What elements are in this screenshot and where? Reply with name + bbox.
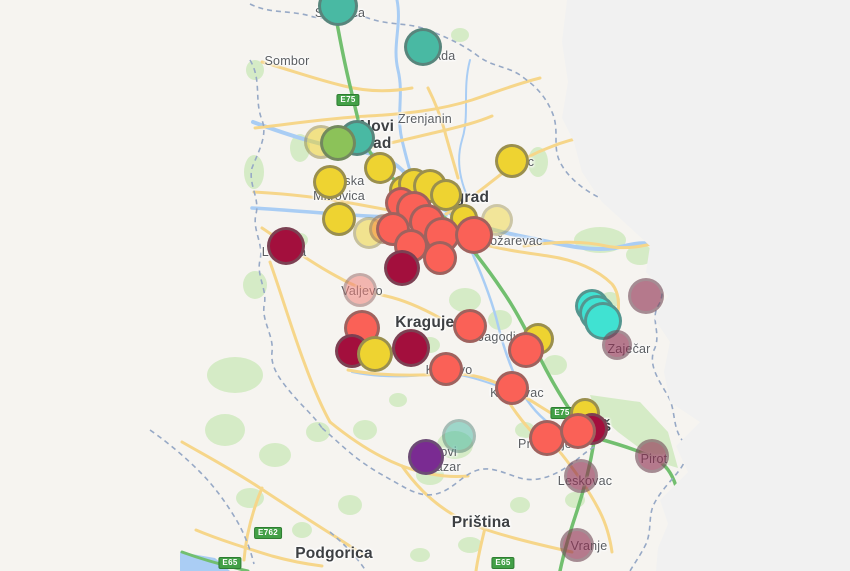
map-marker-teal[interactable]	[442, 419, 476, 453]
map-marker-maroon[interactable]	[560, 528, 594, 562]
map-marker-red[interactable]	[529, 420, 565, 456]
road-badge-e65: E65	[491, 557, 515, 569]
road-badge-e65: E65	[218, 557, 242, 569]
map-marker-pink[interactable]	[343, 273, 377, 307]
road-badge-e75: E75	[336, 94, 360, 106]
map-marker-crimson[interactable]	[392, 329, 430, 367]
map-marker-yellow[interactable]	[364, 152, 396, 184]
map-marker-teal[interactable]	[404, 28, 442, 66]
map-marker-red[interactable]	[560, 413, 596, 449]
map-marker-maroon[interactable]	[635, 439, 669, 473]
map-marker-yellow[interactable]	[357, 336, 393, 372]
map-marker-yellow[interactable]	[495, 144, 529, 178]
roads	[180, 60, 662, 571]
map-marker-red[interactable]	[423, 241, 457, 275]
city-label-zrenjanin: Zrenjanin	[398, 112, 452, 126]
road-badge-e762: E762	[254, 527, 282, 539]
map-marker-maroon[interactable]	[602, 330, 632, 360]
map-marker-teal[interactable]	[318, 0, 358, 26]
map-marker-maroon[interactable]	[628, 278, 664, 314]
city-label-podgorica: Podgorica	[295, 545, 373, 562]
map-marker-red[interactable]	[453, 309, 487, 343]
map-marker-yellow[interactable]	[322, 202, 356, 236]
map-marker-crimson[interactable]	[267, 227, 305, 265]
map-marker-crimson[interactable]	[384, 250, 420, 286]
map-marker-green[interactable]	[320, 125, 356, 161]
city-label-pri-tina: Priština	[451, 514, 511, 531]
city-label-sombor: Sombor	[264, 54, 310, 68]
map-marker-red[interactable]	[429, 352, 463, 386]
map-marker-red[interactable]	[508, 332, 544, 368]
map-marker-red[interactable]	[495, 371, 529, 405]
map-marker-purple[interactable]	[408, 439, 444, 475]
map-marker-maroon[interactable]	[564, 459, 598, 493]
unloaded-tiles-area	[562, 0, 850, 571]
city-label-po-arevac: Požarevac	[481, 234, 543, 248]
map-marker-red[interactable]	[455, 216, 493, 254]
map-marker-yellow[interactable]	[313, 165, 347, 199]
